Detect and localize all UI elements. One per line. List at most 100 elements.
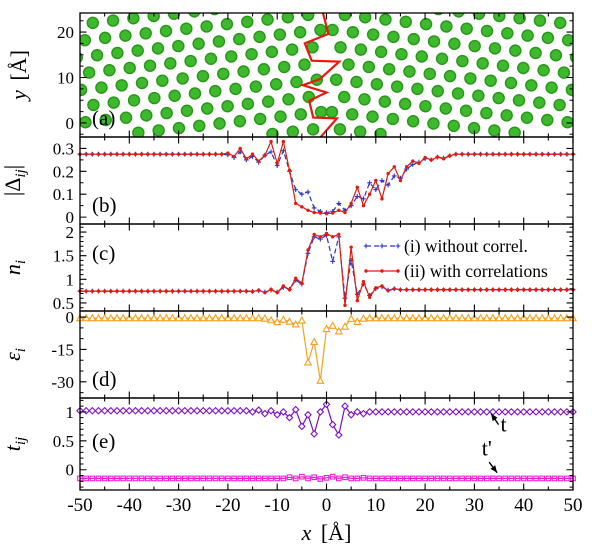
atom bbox=[103, 64, 116, 77]
atom bbox=[476, 57, 489, 70]
atom bbox=[156, 74, 169, 87]
atom bbox=[407, 32, 420, 46]
atom bbox=[484, 74, 497, 87]
atom bbox=[488, 124, 501, 137]
atom bbox=[329, 73, 343, 86]
x-axis-title: x [Å] bbox=[301, 520, 352, 545]
atom bbox=[286, 125, 300, 137]
atom bbox=[488, 42, 502, 55]
atom bbox=[314, 105, 328, 119]
atom bbox=[561, 116, 573, 129]
atom bbox=[273, 28, 287, 41]
atom bbox=[188, 13, 201, 18]
annotation-t-prime: t' bbox=[482, 435, 492, 460]
atom bbox=[193, 119, 206, 133]
atom bbox=[148, 91, 161, 105]
atom bbox=[168, 89, 181, 102]
atom bbox=[241, 97, 255, 111]
atom bbox=[529, 46, 542, 60]
atom bbox=[379, 13, 392, 26]
atom bbox=[253, 30, 266, 44]
atom bbox=[501, 27, 514, 40]
panel-label-a: (a) bbox=[92, 106, 115, 130]
atom bbox=[513, 13, 526, 25]
atom bbox=[306, 123, 320, 136]
panel-d-ylabel: εi bbox=[0, 348, 29, 361]
y-tick-label: 0.2 bbox=[53, 162, 74, 181]
atom bbox=[342, 58, 355, 71]
atom bbox=[480, 106, 493, 120]
atom bbox=[123, 61, 136, 75]
atom bbox=[378, 95, 392, 108]
x-tick-label: -40 bbox=[117, 495, 142, 516]
panel-b-series-1 bbox=[78, 139, 575, 216]
atom bbox=[184, 54, 197, 68]
atom bbox=[480, 24, 494, 38]
x-tick-label: 50 bbox=[564, 495, 583, 516]
atom bbox=[448, 37, 461, 50]
atom bbox=[549, 49, 563, 62]
atom bbox=[439, 102, 452, 115]
atom bbox=[172, 39, 185, 53]
annotation-t: t bbox=[501, 412, 507, 437]
atom bbox=[533, 14, 547, 27]
atom bbox=[261, 13, 274, 26]
atom bbox=[472, 13, 486, 20]
atom bbox=[370, 78, 384, 91]
atom bbox=[281, 13, 295, 24]
panel-c-ylabel: ni bbox=[0, 260, 29, 275]
y-tick-label: 0 bbox=[66, 308, 75, 327]
atom bbox=[119, 29, 132, 42]
atom bbox=[406, 115, 420, 128]
atom bbox=[358, 13, 372, 24]
x-tick-label: 20 bbox=[416, 495, 435, 516]
atom bbox=[387, 30, 400, 44]
panel-label-c: (c) bbox=[92, 241, 115, 265]
atom bbox=[290, 75, 303, 89]
atom bbox=[80, 83, 88, 97]
legend-label: (ii) with correlations bbox=[404, 261, 548, 281]
x-tick-label: 40 bbox=[514, 495, 533, 516]
atom bbox=[140, 109, 153, 122]
atom bbox=[325, 105, 339, 119]
atom bbox=[87, 98, 100, 112]
panel-a-frame: 0 10 20 (a) y [Å] bbox=[6, 12, 574, 138]
panel-e-series-0 bbox=[76, 400, 577, 439]
y-tick-label: 1.5 bbox=[53, 247, 74, 266]
atom bbox=[509, 44, 522, 57]
atom bbox=[176, 72, 189, 85]
atom bbox=[561, 33, 573, 47]
atom bbox=[196, 69, 210, 83]
y-tick-label: 0.3 bbox=[53, 139, 74, 158]
atom bbox=[99, 113, 112, 127]
atom bbox=[314, 23, 327, 37]
panel-d-series-0 bbox=[75, 313, 578, 384]
atom bbox=[237, 65, 250, 78]
x-tick-label: 30 bbox=[465, 495, 484, 516]
x-tick-label: 10 bbox=[366, 495, 385, 516]
atom bbox=[545, 81, 558, 94]
atom bbox=[261, 95, 275, 108]
atom bbox=[500, 109, 513, 122]
atom bbox=[512, 94, 526, 107]
atom bbox=[135, 76, 149, 90]
y-tick-label: 0.5 bbox=[53, 294, 74, 313]
atom bbox=[241, 15, 254, 29]
y-tick-label: -15 bbox=[51, 340, 74, 359]
legend: (i) without correl. (ii) with correlation… bbox=[363, 236, 548, 281]
atom bbox=[541, 31, 555, 45]
atom bbox=[427, 117, 440, 130]
atom bbox=[95, 81, 108, 94]
atom bbox=[164, 57, 177, 70]
atom bbox=[201, 102, 214, 115]
atom bbox=[541, 113, 554, 127]
atom bbox=[447, 119, 460, 133]
y-tick-label: 0 bbox=[66, 114, 75, 133]
atom bbox=[493, 13, 506, 23]
atom bbox=[452, 13, 465, 18]
atom bbox=[107, 96, 120, 109]
atom bbox=[423, 67, 436, 81]
atom bbox=[456, 54, 469, 68]
atom bbox=[403, 65, 416, 78]
